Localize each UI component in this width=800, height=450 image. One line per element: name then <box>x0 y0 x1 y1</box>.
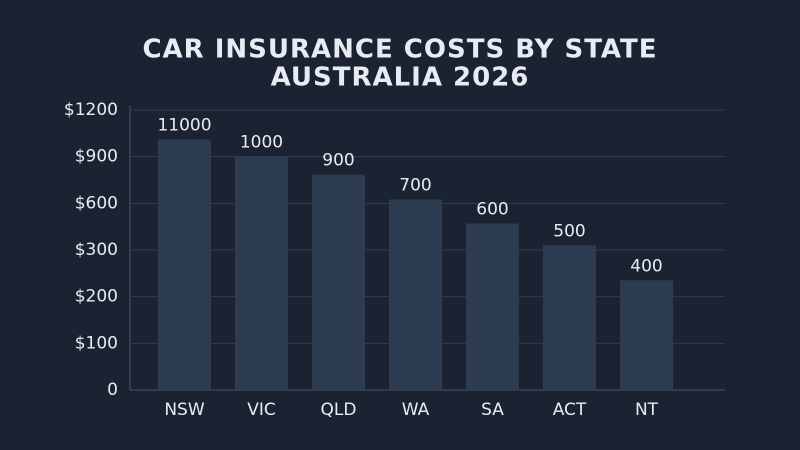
y-tick-label: $900 <box>75 147 118 167</box>
bar <box>543 245 596 390</box>
chart-subtitle: AUSTRALIA 2026 <box>271 63 530 93</box>
bar <box>389 199 442 390</box>
x-tick-label: NT <box>635 400 659 420</box>
data-label: 11000 <box>157 116 211 136</box>
data-label: 500 <box>553 221 585 241</box>
data-label: 900 <box>322 151 354 171</box>
y-tick-label: $200 <box>75 287 118 307</box>
y-tick-label: $100 <box>75 333 118 353</box>
y-tick-label: 0 <box>107 380 118 400</box>
y-tick-label: $1200 <box>64 100 118 120</box>
y-tick-label: $300 <box>75 240 118 260</box>
chart-title: CAR INSURANCE COSTS BY STATE <box>142 35 657 65</box>
x-tick-label: NSW <box>164 400 205 420</box>
x-tick-label: VIC <box>247 400 276 420</box>
bar <box>312 174 365 390</box>
data-label: 400 <box>630 256 662 276</box>
bar <box>466 223 519 390</box>
data-label: 1000 <box>240 133 283 153</box>
y-tick-label: $600 <box>75 193 118 213</box>
x-tick-label: ACT <box>553 400 587 420</box>
bar <box>235 156 288 390</box>
data-label: 700 <box>399 175 431 195</box>
data-label: 600 <box>476 200 508 220</box>
bar <box>158 139 211 390</box>
x-tick-label: WA <box>402 400 430 420</box>
x-tick-label: SA <box>481 400 504 420</box>
bar <box>620 280 673 390</box>
x-tick-label: QLD <box>321 400 357 420</box>
